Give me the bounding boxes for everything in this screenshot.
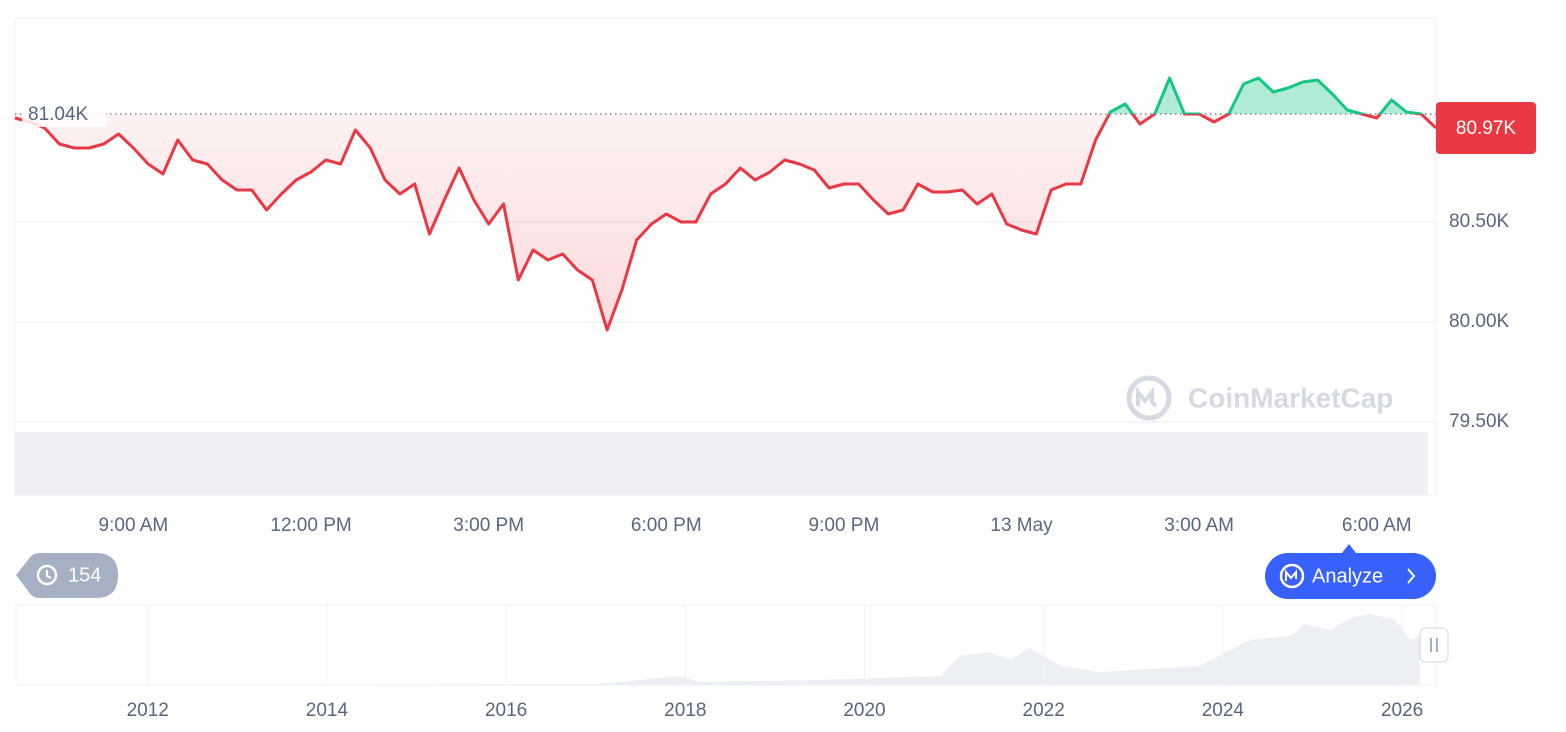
x-tick-label: 6:00 PM — [631, 515, 702, 536]
plot-frame — [14, 17, 1437, 496]
x-tick-label: 3:00 AM — [1164, 515, 1234, 536]
analyze-button[interactable]: Analyze — [1265, 544, 1436, 599]
x-tick-label: 9:00 PM — [809, 515, 880, 536]
x-tick-label: 6:00 AM — [1342, 515, 1412, 536]
overlay: 81.04K 80.97K — [15, 101, 1536, 154]
y-tick-label: 80.00K — [1449, 311, 1510, 332]
navigator-tick-label: 2018 — [664, 700, 706, 721]
current-price-label: 80.97K — [1456, 118, 1517, 139]
handle-grip — [1430, 638, 1438, 652]
x-tick-label: 3:00 PM — [453, 515, 524, 536]
navigator-tick-label: 2020 — [843, 700, 885, 721]
y-axis: 79.50K 80.00K 80.50K — [1449, 211, 1510, 432]
navigator-tick-label: 2026 — [1381, 700, 1423, 721]
x-tick-label: 12:00 PM — [270, 515, 351, 536]
x-axis: 9:00 AM 12:00 PM 3:00 PM 6:00 PM 9:00 PM 13 M… — [99, 515, 1412, 536]
grid — [15, 221, 1436, 423]
lines — [13, 76, 1438, 332]
baseline-label: 81.04K — [28, 104, 89, 125]
navigator-tick-label: 2024 — [1202, 700, 1245, 721]
navigator-tick-label: 2014 — [306, 700, 349, 721]
navigator-area — [16, 614, 1420, 685]
analyze-label: Analyze — [1312, 565, 1383, 587]
history-count: 154 — [68, 564, 101, 586]
price-line — [14, 114, 1438, 332]
area-below — [15, 114, 1436, 330]
x-tick-label: 13 May — [990, 515, 1053, 536]
y-tick-label: 79.50K — [1449, 411, 1510, 432]
area-above — [15, 78, 1436, 114]
baseline-label-bg — [22, 101, 106, 127]
navigator-tick-label: 2012 — [127, 700, 169, 721]
navigator: 2012 2014 2016 2018 2020 2022 2024 2026 — [15, 604, 1449, 721]
current-price-box — [1436, 102, 1536, 154]
line-below — [14, 114, 1438, 332]
y-tick-label: 80.50K — [1449, 211, 1510, 232]
history-badge[interactable]: 154 — [16, 553, 118, 598]
volume-band — [15, 432, 1428, 495]
watermark-text: CoinMarketCap — [1188, 382, 1393, 413]
navigator-tick-label: 2016 — [485, 700, 527, 721]
watermark: CoinMarketCap — [1126, 375, 1393, 421]
areas — [15, 78, 1436, 330]
navigator-tick-label: 2022 — [1023, 700, 1065, 721]
x-tick-label: 9:00 AM — [99, 515, 169, 536]
navigator-handle[interactable] — [1419, 627, 1449, 663]
